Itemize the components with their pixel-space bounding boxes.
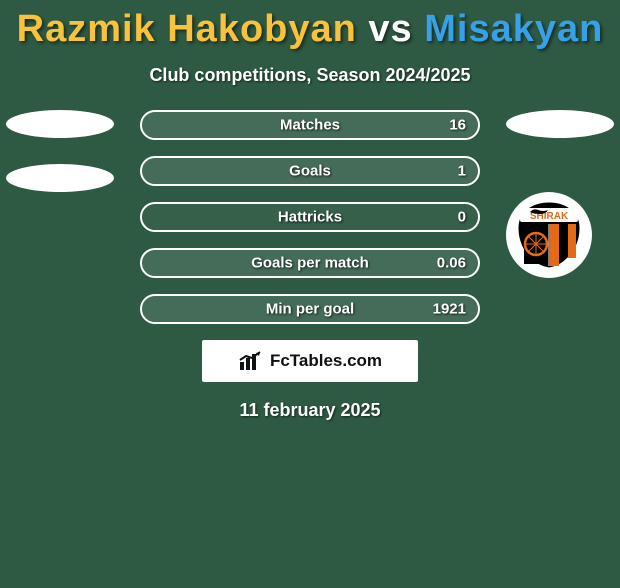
stat-value-right: 1921 [433, 301, 466, 318]
stat-bar: Min per goal1921 [140, 294, 480, 324]
player2-name: Misakyan [424, 8, 603, 50]
chart-icon [238, 350, 264, 372]
stat-bar: Hattricks0 [140, 202, 480, 232]
left-player-badges [6, 110, 114, 218]
right-player-badges: SHIRAK [506, 110, 614, 278]
stat-bars-container: Matches16 Goals1 Hattricks0 Goals per match… [140, 110, 480, 324]
stat-value-right: 1 [458, 163, 466, 180]
stat-bar: Matches16 [140, 110, 480, 140]
stat-value-right: 16 [449, 117, 466, 134]
content-area: SHIRAK Matches16 Goals1 Hattricks0 Goals pe… [0, 110, 620, 421]
vs-text: vs [368, 8, 412, 50]
brand-text: FcTables.com [270, 351, 382, 371]
player2-badge-placeholder-1 [506, 110, 614, 138]
player1-name: Razmik Hakobyan [17, 8, 357, 50]
stat-label: Matches [142, 117, 478, 134]
stat-label: Min per goal [142, 301, 478, 318]
stat-value-right: 0.06 [437, 255, 466, 272]
player1-badge-placeholder-2 [6, 164, 114, 192]
snapshot-date: 11 february 2025 [0, 400, 620, 421]
player2-club-crest: SHIRAK [506, 192, 592, 278]
stat-value-right: 0 [458, 209, 466, 226]
stat-label: Goals [142, 163, 478, 180]
comparison-title: Razmik Hakobyan vs Misakyan [0, 8, 620, 51]
shirak-crest-icon: SHIRAK [514, 200, 584, 270]
subtitle: Club competitions, Season 2024/2025 [0, 65, 620, 86]
stat-label: Hattricks [142, 209, 478, 226]
stat-bar: Goals1 [140, 156, 480, 186]
player1-badge-placeholder-1 [6, 110, 114, 138]
brand-box[interactable]: FcTables.com [202, 340, 418, 382]
stat-label: Goals per match [142, 255, 478, 272]
stat-bar: Goals per match0.06 [140, 248, 480, 278]
